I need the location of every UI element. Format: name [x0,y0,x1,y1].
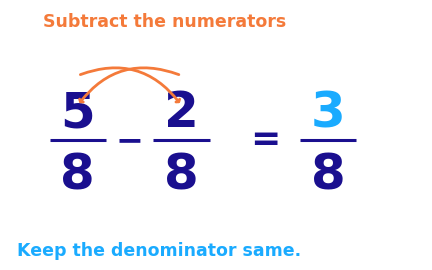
Text: =: = [251,123,281,157]
Text: 8: 8 [164,151,199,200]
Text: Subtract the numerators: Subtract the numerators [42,13,286,31]
Text: −: − [116,124,143,157]
Text: Keep the denominator same.: Keep the denominator same. [17,242,302,260]
Text: 8: 8 [60,151,95,200]
Text: 5: 5 [60,89,95,137]
Text: 8: 8 [311,151,346,200]
Text: 3: 3 [311,89,346,137]
Text: 2: 2 [164,89,199,137]
